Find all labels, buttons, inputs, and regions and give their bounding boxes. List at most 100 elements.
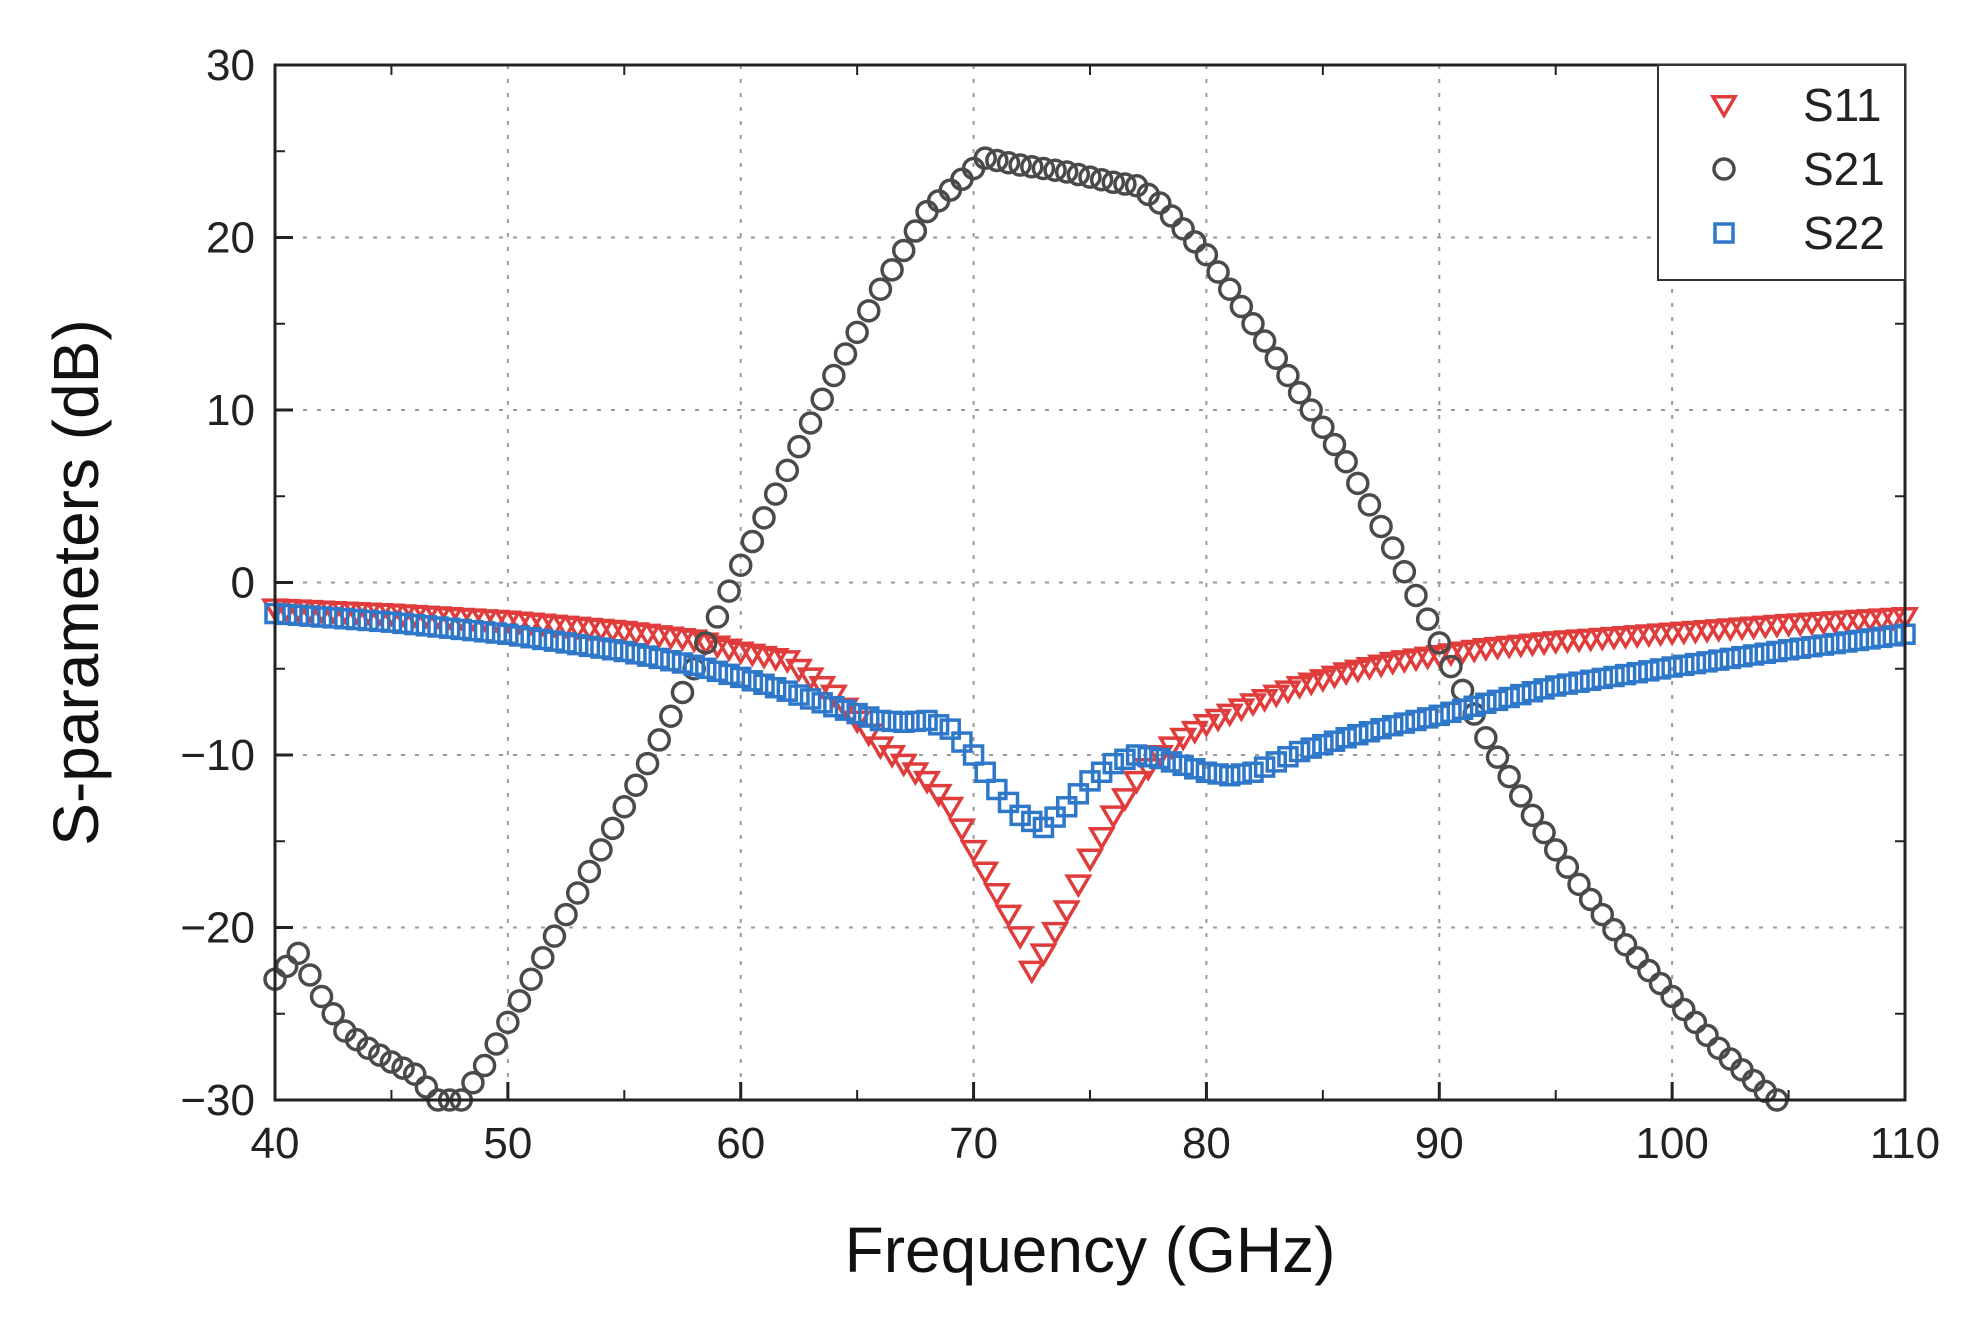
data-point-s21 bbox=[659, 704, 683, 728]
data-point-s22 bbox=[683, 654, 705, 677]
data-point-s22 bbox=[1801, 635, 1823, 658]
data-point-s11 bbox=[1006, 926, 1035, 951]
data-point-s11 bbox=[1355, 657, 1384, 681]
data-point-s11 bbox=[1297, 672, 1326, 697]
data-point-s22 bbox=[1195, 761, 1218, 783]
data-point-s21 bbox=[822, 363, 846, 388]
data-point-s22 bbox=[508, 625, 531, 647]
data-point-s21 bbox=[1229, 294, 1254, 319]
data-point-s11 bbox=[924, 783, 953, 808]
data-point-s22 bbox=[1766, 640, 1788, 663]
data-point-s21 bbox=[1380, 536, 1405, 560]
data-point-s21 bbox=[845, 320, 869, 345]
data-point-s11 bbox=[1029, 943, 1058, 968]
data-point-s22 bbox=[1475, 692, 1497, 714]
data-point-s22 bbox=[1335, 727, 1357, 749]
legend-item-s22: S22 bbox=[1713, 207, 1885, 259]
data-point-s21 bbox=[1520, 803, 1545, 828]
data-point-s22 bbox=[927, 714, 950, 736]
data-point-s21 bbox=[1276, 363, 1300, 388]
data-point-s21 bbox=[798, 411, 823, 435]
data-point-s22 bbox=[1777, 639, 1800, 661]
y-tick-label: −30 bbox=[180, 1076, 255, 1125]
data-point-s22 bbox=[823, 695, 845, 718]
data-point-s21 bbox=[787, 434, 811, 459]
data-point-s22 bbox=[438, 617, 461, 639]
data-point-s21 bbox=[775, 458, 800, 483]
data-point-s21 bbox=[402, 1062, 427, 1086]
data-point-s22 bbox=[1381, 714, 1404, 737]
data-point-s21 bbox=[1241, 312, 1265, 336]
data-point-s11 bbox=[1250, 688, 1279, 713]
data-point-s22 bbox=[601, 639, 624, 661]
data-point-s21 bbox=[286, 941, 311, 966]
data-point-s22 bbox=[962, 744, 985, 766]
data-point-s21 bbox=[635, 751, 660, 776]
data-point-s21 bbox=[728, 553, 753, 577]
data-point-s22 bbox=[1125, 744, 1148, 766]
data-point-s11 bbox=[1145, 745, 1174, 769]
data-point-s22 bbox=[1486, 689, 1509, 712]
data-point-s21 bbox=[1497, 764, 1521, 789]
data-point-s21 bbox=[1590, 902, 1615, 927]
data-point-s22 bbox=[1521, 681, 1544, 703]
y-tick-label: 0 bbox=[231, 559, 255, 608]
data-point-s21 bbox=[1357, 493, 1382, 517]
data-point-s22 bbox=[1510, 683, 1532, 706]
data-point-s22 bbox=[1218, 764, 1241, 787]
data-point-s21 bbox=[717, 579, 741, 603]
data-point-s21 bbox=[1334, 450, 1358, 474]
data-point-s22 bbox=[322, 607, 344, 629]
data-point-s22 bbox=[299, 605, 321, 627]
data-point-s22 bbox=[1451, 698, 1474, 721]
data-point-s22 bbox=[1847, 629, 1870, 652]
data-point-s21 bbox=[1252, 329, 1277, 353]
data-point-s22 bbox=[858, 706, 880, 728]
data-point-s21 bbox=[1311, 415, 1335, 439]
data-point-s22 bbox=[718, 663, 740, 686]
data-point-s22 bbox=[1288, 740, 1311, 763]
x-tick-label: 90 bbox=[1415, 1119, 1464, 1168]
data-point-s22 bbox=[590, 637, 612, 659]
grid-lines bbox=[275, 65, 1905, 1100]
data-point-s22 bbox=[1754, 642, 1777, 664]
data-point-s21 bbox=[1672, 997, 1696, 1022]
x-tick-label: 80 bbox=[1182, 1119, 1231, 1168]
data-point-s22 bbox=[1638, 660, 1660, 682]
data-point-s22 bbox=[497, 623, 519, 645]
x-axis-ticks: 40 50 60 70 80 90 100 110 bbox=[251, 1082, 1940, 1168]
y-tick-label: 20 bbox=[206, 214, 255, 263]
x-tick-label: 70 bbox=[949, 1119, 998, 1168]
data-point-s21 bbox=[1008, 153, 1032, 177]
data-point-s11 bbox=[1169, 727, 1198, 752]
data-point-s21 bbox=[868, 277, 893, 301]
data-point-s22 bbox=[369, 610, 391, 633]
data-point-s22 bbox=[1870, 626, 1893, 649]
data-point-s11 bbox=[1308, 669, 1337, 694]
data-point-s11 bbox=[1052, 900, 1081, 925]
data-point-s22 bbox=[403, 613, 426, 636]
x-tick-label: 100 bbox=[1635, 1119, 1708, 1168]
x-tick-label: 40 bbox=[251, 1119, 300, 1168]
data-point-s21 bbox=[298, 963, 322, 987]
data-point-s22 bbox=[310, 606, 333, 628]
data-point-s22 bbox=[881, 710, 903, 733]
data-point-s11 bbox=[1017, 960, 1046, 985]
data-point-s21 bbox=[1054, 160, 1079, 184]
data-point-s22 bbox=[1824, 632, 1846, 655]
data-point-s21 bbox=[647, 728, 671, 752]
x-tick-label: 60 bbox=[716, 1119, 765, 1168]
data-point-s11 bbox=[1122, 770, 1151, 795]
data-point-s22 bbox=[916, 709, 938, 732]
data-point-s21 bbox=[565, 881, 590, 905]
data-point-s22 bbox=[1568, 671, 1590, 693]
y-tick-label: 10 bbox=[206, 386, 255, 435]
legend-label-s22: S22 bbox=[1803, 207, 1885, 259]
data-point-s21 bbox=[705, 605, 730, 629]
data-point-s22 bbox=[392, 612, 414, 635]
data-point-s21 bbox=[496, 1010, 520, 1035]
data-point-s11 bbox=[1332, 662, 1361, 687]
data-point-s22 bbox=[485, 622, 507, 644]
data-point-s22 bbox=[974, 761, 996, 783]
data-point-s22 bbox=[1416, 707, 1439, 729]
